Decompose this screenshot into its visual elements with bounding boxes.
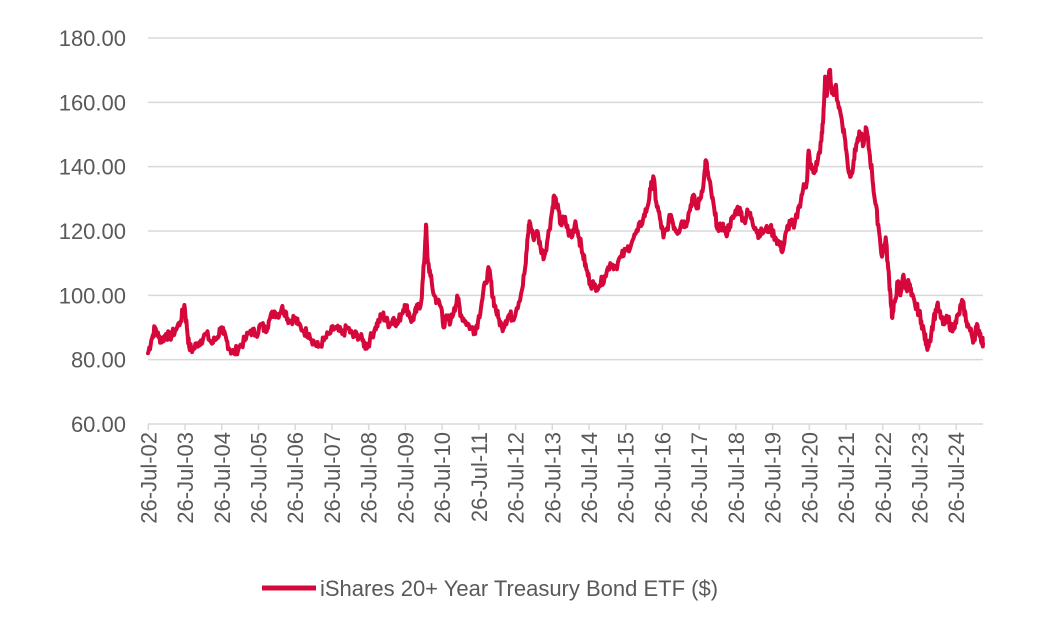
x-tick-label: 26-Jul-04 [210,432,235,524]
x-tick-label: 26-Jul-02 [136,432,161,524]
legend-label: iShares 20+ Year Treasury Bond ETF ($) [320,576,718,601]
gridlines [148,37,983,361]
x-tick-label: 26-Jul-14 [577,432,602,524]
x-tick-label: 26-Jul-15 [614,432,639,524]
x-tick-label: 26-Jul-24 [944,432,969,524]
legend: iShares 20+ Year Treasury Bond ETF ($) [262,576,718,601]
x-axis-ticks [147,424,957,430]
series-line-treasury-etf [146,67,985,357]
y-tick-label: 180.00 [59,26,126,51]
x-tick-label: 26-Jul-12 [504,432,529,524]
x-axis-labels: 26-Jul-02 26-Jul-03 26-Jul-04 26-Jul-05 26-J… [136,432,969,524]
y-tick-label: 80.00 [71,348,126,373]
x-tick-label: 26-Jul-13 [540,432,565,524]
x-tick-label: 26-Jul-07 [320,432,345,524]
y-tick-label: 160.00 [59,90,126,115]
x-tick-label: 26-Jul-18 [724,432,749,524]
x-tick-label: 26-Jul-17 [687,432,712,524]
x-tick-label: 26-Jul-10 [430,432,455,524]
x-tick-label: 26-Jul-22 [871,432,896,524]
x-tick-label: 26-Jul-06 [283,432,308,524]
y-axis-labels: 60.00 80.00 100.00 120.00 140.00 160.00 180.00 [59,26,126,437]
x-tick-label: 26-Jul-21 [834,432,859,524]
x-tick-label: 26-Jul-23 [907,432,932,524]
x-tick-label: 26-Jul-03 [173,432,198,524]
x-tick-label: 26-Jul-20 [797,432,822,524]
x-tick-label: 26-Jul-11 [467,432,492,522]
x-tick-label: 26-Jul-19 [761,432,786,524]
y-tick-label: 140.00 [59,155,126,180]
x-tick-label: 26-Jul-09 [393,432,418,524]
y-tick-label: 100.00 [59,283,126,308]
x-tick-label: 26-Jul-08 [357,432,382,524]
x-tick-label: 26-Jul-16 [650,432,675,524]
x-tick-label: 26-Jul-05 [247,432,272,524]
y-tick-label: 120.00 [59,219,126,244]
y-tick-label: 60.00 [71,412,126,437]
